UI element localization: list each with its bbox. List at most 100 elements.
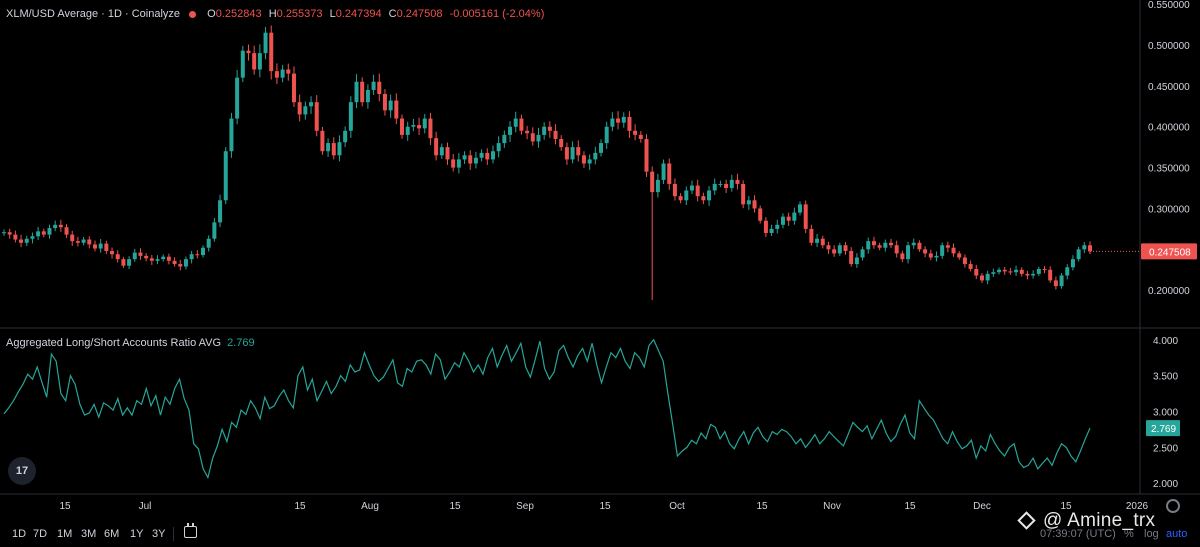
candle-body xyxy=(394,100,399,119)
gear-icon[interactable] xyxy=(1166,499,1180,513)
candle-body xyxy=(274,71,279,78)
candle-body xyxy=(132,252,137,260)
candle-body xyxy=(149,258,154,261)
candle-body xyxy=(354,81,359,103)
candle-body xyxy=(906,245,911,260)
candle-body xyxy=(542,126,547,135)
candle-body xyxy=(479,152,484,158)
candle-body xyxy=(445,147,450,160)
candle-body xyxy=(945,245,950,248)
candle-body xyxy=(962,257,967,265)
candle-body xyxy=(985,273,990,281)
tradingview-logo-icon[interactable]: 17 xyxy=(8,457,36,485)
candle-body xyxy=(13,234,18,240)
candle-body xyxy=(712,183,717,191)
candle-body xyxy=(365,89,370,103)
candle-body xyxy=(98,243,103,249)
candle-body xyxy=(644,138,649,172)
price-tick-label: 0.500000 xyxy=(1148,41,1190,52)
candle-body xyxy=(553,130,558,139)
candle-body xyxy=(7,232,12,235)
high-value: 0.255373 xyxy=(276,8,323,20)
price-tick-label: 0.450000 xyxy=(1148,82,1190,93)
candle-body xyxy=(547,126,552,131)
candle-body xyxy=(1002,269,1007,272)
indicator-value: 2.769 xyxy=(227,337,255,349)
candle-body xyxy=(530,133,535,142)
close-label: C xyxy=(388,8,397,20)
candle-body xyxy=(1042,268,1047,270)
candle-body xyxy=(633,130,638,135)
range-7d-button[interactable]: 7D xyxy=(33,528,48,540)
candle-body xyxy=(957,253,962,258)
candle-body xyxy=(206,238,211,248)
price-tick-label: 0.300000 xyxy=(1148,204,1190,215)
candle-body xyxy=(564,147,569,160)
candle-body xyxy=(917,242,922,250)
range-3m-button[interactable]: 3M xyxy=(81,528,97,540)
range-1y-button[interactable]: 1Y xyxy=(130,528,144,540)
time-tick-label: 15 xyxy=(904,501,916,512)
range-6m-button[interactable]: 6M xyxy=(104,528,120,540)
candle-body xyxy=(758,208,763,221)
candle-body xyxy=(672,183,677,197)
utc-clock[interactable]: 07:39:07 (UTC) xyxy=(1040,528,1116,540)
percent-scale-toggle[interactable]: % xyxy=(1124,528,1134,540)
candle-body xyxy=(382,94,387,111)
candle-body xyxy=(1008,271,1013,273)
candle-body xyxy=(951,247,956,254)
price-tick-label: 0.400000 xyxy=(1148,123,1190,134)
candle-body xyxy=(291,73,296,103)
candle-body xyxy=(661,163,666,180)
candle-body xyxy=(280,69,285,78)
time-tick-label: 15 xyxy=(1060,501,1072,512)
candle-body xyxy=(752,200,757,209)
candle-body xyxy=(223,151,228,201)
candle-body xyxy=(201,247,206,256)
candle-body xyxy=(343,130,348,143)
candle-body xyxy=(388,100,393,111)
candle-body xyxy=(684,190,689,201)
candle-body xyxy=(371,81,376,90)
ratio-tick-label: 4.000 xyxy=(1153,336,1178,347)
candle-body xyxy=(1053,280,1058,287)
candle-body xyxy=(331,143,336,156)
candle-body xyxy=(689,185,694,191)
time-tick-label: 2026 xyxy=(1126,501,1149,512)
candle-body xyxy=(610,118,615,127)
candle-body xyxy=(775,224,780,229)
candle-body xyxy=(854,257,859,265)
range-1d-button[interactable]: 1D xyxy=(12,528,27,540)
candle-body xyxy=(24,238,29,243)
auto-scale-toggle[interactable]: auto xyxy=(1166,528,1188,540)
candle-body xyxy=(309,102,314,107)
candle-body xyxy=(820,238,825,246)
range-1m-button[interactable]: 1M xyxy=(57,528,73,540)
candle-body xyxy=(581,155,586,164)
log-scale-toggle[interactable]: log xyxy=(1144,528,1159,540)
candle-body xyxy=(64,227,69,235)
candle-body xyxy=(1088,245,1092,252)
symbol-title[interactable]: XLM/USD Average · 1D · Coinalyze xyxy=(6,8,181,20)
candle-body xyxy=(360,81,365,103)
candle-body xyxy=(911,242,916,246)
candle-body xyxy=(252,53,257,70)
last-ratio-badge xyxy=(1146,420,1180,437)
candle-body xyxy=(2,232,6,234)
candle-body xyxy=(786,216,791,221)
indicator-name[interactable]: Aggregated Long/Short Accounts Ratio AVG xyxy=(6,337,222,349)
candle-body xyxy=(195,254,200,256)
candle-body xyxy=(576,147,581,156)
change-value: -0.005161 (-2.04%) xyxy=(449,8,545,20)
candle-body xyxy=(127,259,132,266)
candle-body xyxy=(513,118,518,127)
range-3y-button[interactable]: 3Y xyxy=(152,528,166,540)
candle-body xyxy=(337,142,342,156)
candle-body xyxy=(218,200,223,223)
ratio-tick-label: 3.000 xyxy=(1153,408,1178,419)
calendar-icon[interactable] xyxy=(184,523,197,538)
candle-body xyxy=(422,118,427,129)
candle-body xyxy=(144,255,149,259)
time-tick-label: 15 xyxy=(449,501,461,512)
